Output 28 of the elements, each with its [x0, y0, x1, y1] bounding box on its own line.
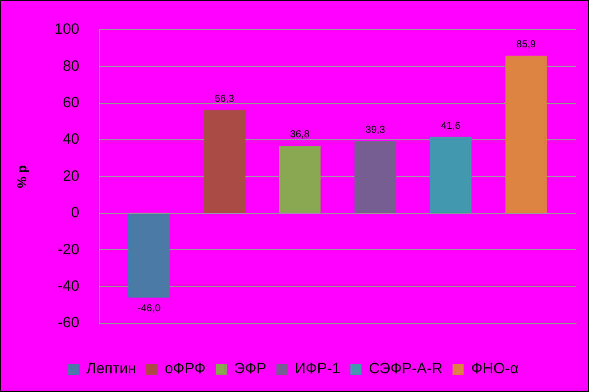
bar	[279, 146, 321, 213]
y-tick-label: 20	[62, 168, 80, 185]
text: 56,3	[214, 94, 234, 105]
text: 41,6	[441, 120, 461, 132]
text: 85,9	[516, 40, 536, 51]
legend-label: СЭФР-A-R	[369, 360, 443, 378]
y-tick-label: -40	[58, 278, 80, 296]
text: -46,0	[138, 304, 161, 315]
bar	[128, 214, 170, 298]
text: 36,8	[290, 130, 310, 141]
text: 39,3	[366, 125, 386, 136]
y-tick-label: 0	[71, 204, 80, 222]
legend-label: Лептин	[86, 360, 136, 378]
y-axis-title: % р	[14, 165, 30, 188]
y-tick-label: 100	[54, 21, 80, 38]
y-tick-label: -60	[58, 314, 80, 332]
bar	[354, 141, 396, 213]
bar	[430, 137, 472, 213]
y-tick-label: 80	[62, 58, 80, 75]
legend-label: оФРФ	[164, 360, 206, 378]
bar	[506, 56, 548, 213]
y-tick-label: 60	[62, 94, 80, 112]
y-tick-label: -20	[58, 241, 80, 258]
bar	[204, 110, 246, 213]
legend-label: ФНО-α	[471, 360, 520, 378]
y-tick-label: 40	[62, 131, 80, 148]
legend-label: ИФР-1	[295, 360, 341, 378]
legend-label: ЭФР	[234, 360, 267, 378]
